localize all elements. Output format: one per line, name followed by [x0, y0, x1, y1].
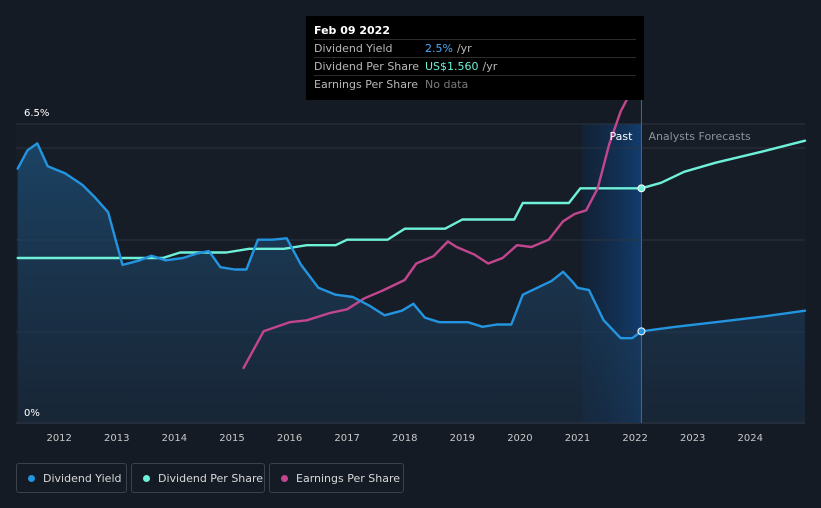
x-tick-label: 2013 [104, 433, 129, 444]
tooltip-value: No data [425, 78, 469, 91]
dividend-yield-line [16, 142, 643, 340]
legend-dot-icon [143, 474, 150, 482]
tooltip-row-dividend-yield: Dividend Yield 2.5% /yr [314, 39, 636, 57]
legend-label: Dividend Yield [43, 471, 122, 485]
x-tick-label: 2018 [392, 433, 417, 444]
x-tick-label: 2017 [334, 433, 359, 444]
x-tick-label: 2024 [738, 433, 763, 444]
x-tick-label: 2020 [507, 433, 532, 444]
legend-earnings-per-share[interactable]: Earnings Per Share [269, 463, 404, 493]
legend-label: Earnings Per Share [296, 471, 401, 485]
x-tick-label: 2023 [680, 433, 705, 444]
tooltip-value: US$1.560 [425, 60, 479, 73]
y-tick-label: 0% [24, 408, 40, 419]
tooltip-unit: /yr [456, 42, 472, 55]
earnings-per-share-line [242, 99, 628, 370]
tooltip-row-dividend-per-share: Dividend Per Share US$1.560 /yr [314, 57, 636, 75]
legend-dot-icon [281, 474, 288, 482]
tooltip-value: 2.5% [425, 42, 453, 55]
tooltip: Feb 09 2022 Dividend Yield 2.5% /yr Divi… [306, 16, 644, 100]
legend-dot-icon [28, 474, 35, 482]
dividend-per-share-forecast-line [640, 139, 807, 190]
legend-dividend-yield[interactable]: Dividend Yield [16, 463, 127, 493]
x-tick-label: 2021 [565, 433, 590, 444]
dividend-per-share-line [16, 187, 643, 260]
x-tick-label: 2022 [622, 433, 647, 444]
x-tick-label: 2019 [450, 433, 475, 444]
tooltip-row-earnings-per-share: Earnings Per Share No data [314, 75, 636, 93]
legend-label: Dividend Per Share [158, 471, 264, 485]
tooltip-label: Dividend Per Share [314, 60, 420, 73]
past-label: Past [610, 130, 634, 143]
dividend-yield-marker [637, 327, 646, 336]
x-tick-label: 2016 [277, 433, 302, 444]
analysts-forecasts-label: Analysts Forecasts [648, 130, 751, 143]
dividend-yield-area [17, 143, 805, 423]
y-tick-label: 6.5% [24, 108, 49, 119]
dividend-per-share-marker [637, 184, 646, 193]
tooltip-unit: /yr [482, 60, 498, 73]
tooltip-label: Dividend Yield [314, 42, 393, 55]
x-tick-label: 2014 [162, 433, 187, 444]
tooltip-label: Earnings Per Share [314, 78, 419, 91]
tooltip-date: Feb 09 2022 [314, 24, 390, 37]
x-tick-label: 2012 [46, 433, 71, 444]
legend-dividend-per-share[interactable]: Dividend Per Share [131, 463, 265, 493]
dividend-yield-forecast-line [640, 309, 807, 333]
x-tick-label: 2015 [219, 433, 244, 444]
